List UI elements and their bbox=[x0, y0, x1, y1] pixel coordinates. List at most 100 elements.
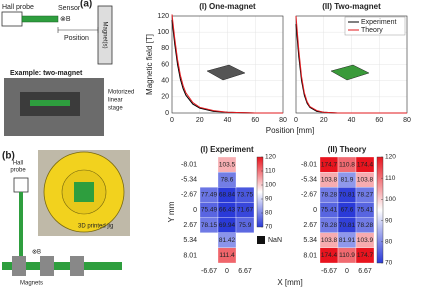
cell-label: 78.15 bbox=[201, 222, 218, 229]
cell-label: 66.43 bbox=[219, 207, 236, 214]
cell-label: 110.8 bbox=[339, 161, 355, 168]
x-tick-label: 80 bbox=[403, 117, 411, 124]
cell-label: 75.49 bbox=[201, 207, 218, 214]
x-axis-label: Position [mm] bbox=[266, 126, 314, 135]
label: ⊗B bbox=[60, 16, 71, 23]
y-axis-label: Y mm bbox=[167, 201, 176, 222]
cell-label: 103.8 bbox=[321, 237, 338, 244]
x-tick-label: -6.67 bbox=[201, 268, 217, 275]
colorbar-tick-label: 100 bbox=[385, 196, 396, 203]
cell-label: 70.81 bbox=[339, 222, 356, 229]
y-tick-label: 5.34 bbox=[303, 237, 317, 244]
x-axis-label: X [mm] bbox=[277, 278, 302, 287]
colorbar-tick-label: 70 bbox=[385, 260, 393, 267]
x-tick-label: 80 bbox=[279, 117, 287, 124]
x-tick-label: 6.67 bbox=[238, 268, 252, 275]
colorbar-tick-label: 90 bbox=[265, 196, 273, 203]
colorbar-tick-label: 110 bbox=[385, 175, 396, 182]
cell-label: 174.7 bbox=[357, 252, 374, 259]
cell-label: 75.41 bbox=[357, 207, 374, 214]
colorbar-tick-label: 80 bbox=[385, 239, 393, 246]
x-tick-label: 0 bbox=[294, 117, 298, 124]
panel-label: (b) bbox=[2, 151, 15, 162]
y-tick-label: -5.34 bbox=[181, 177, 197, 184]
x-tick-label: 0 bbox=[170, 117, 174, 124]
line bbox=[295, 15, 407, 114]
nan-swatch bbox=[257, 236, 265, 244]
x-tick-label: 0 bbox=[225, 268, 229, 275]
y-tick-label: 0 bbox=[313, 207, 317, 214]
cell-label: 174.4 bbox=[321, 252, 338, 259]
cell-label: 69.94 bbox=[219, 222, 236, 229]
cell-label: 78.28 bbox=[321, 222, 338, 229]
x-tick-label: -6.67 bbox=[321, 268, 337, 275]
label: Motorized bbox=[108, 90, 134, 96]
label: Magnet(s) bbox=[101, 21, 107, 48]
chart-title: (I) One-magnet bbox=[199, 2, 256, 11]
y-tick-label: -8.01 bbox=[301, 161, 317, 168]
y-tick-label: 40 bbox=[161, 78, 169, 85]
cell-label: 81.91 bbox=[339, 237, 356, 244]
label: Position bbox=[64, 35, 89, 42]
y-tick-label: 5.34 bbox=[183, 237, 197, 244]
cell-label: 67.6 bbox=[341, 207, 354, 214]
cell-label: 70.81 bbox=[339, 192, 356, 199]
label: probe bbox=[10, 168, 26, 174]
label: ⊗B bbox=[32, 250, 41, 256]
inset-icon bbox=[330, 64, 370, 81]
cell-label: 103.8 bbox=[321, 176, 338, 183]
label: Hall bbox=[13, 161, 23, 167]
label: Sensor bbox=[58, 5, 81, 12]
x-tick-label: 60 bbox=[251, 117, 259, 124]
plot-frame bbox=[171, 15, 284, 114]
legend-box bbox=[344, 16, 406, 36]
y-tick-label: -2.67 bbox=[301, 192, 317, 199]
cell-label: 75.9 bbox=[239, 222, 252, 229]
y-tick-label: 8.01 bbox=[303, 252, 317, 259]
inset-icon bbox=[206, 64, 246, 81]
y-tick-label: 120 bbox=[157, 13, 169, 20]
cell-label: 73.75 bbox=[237, 192, 254, 199]
x-tick-label: 40 bbox=[224, 117, 232, 124]
colorbar-tick-label: 90 bbox=[385, 217, 393, 224]
line bbox=[171, 14, 283, 114]
colorbar-tick-label: 110 bbox=[265, 168, 276, 175]
label: 3D printed jig bbox=[78, 224, 113, 230]
colorbar-tick-label: 70 bbox=[265, 224, 273, 231]
colorbar-tick-label: 80 bbox=[265, 210, 273, 217]
y-tick-label: 8.01 bbox=[183, 252, 197, 259]
label: stage bbox=[108, 106, 123, 112]
x-tick-label: 20 bbox=[196, 117, 204, 124]
heatmap-cell bbox=[217, 247, 237, 264]
colorbar-tick-label: 100 bbox=[265, 182, 276, 189]
cell-label: 103.9 bbox=[357, 237, 374, 244]
nan-label: NaN bbox=[268, 237, 282, 244]
y-tick-label: 0 bbox=[193, 207, 197, 214]
panel-label: (a) bbox=[80, 0, 92, 10]
cell-label: 110.9 bbox=[339, 252, 355, 259]
x-tick-label: 60 bbox=[375, 117, 383, 124]
y-tick-label: -5.34 bbox=[301, 177, 317, 184]
y-tick-label: 100 bbox=[157, 29, 169, 36]
cell-label: 81.42 bbox=[219, 237, 236, 244]
chart-title: (II) Theory bbox=[328, 145, 367, 154]
colorbar bbox=[256, 156, 264, 228]
chart-title: (II) Two-magnet bbox=[322, 2, 381, 11]
cell-label: 78.27 bbox=[357, 192, 374, 199]
x-tick-label: 0 bbox=[345, 268, 349, 275]
y-tick-label: -2.67 bbox=[181, 192, 197, 199]
y-tick-label: -8.01 bbox=[181, 161, 197, 168]
cell-label: 111.4 bbox=[219, 252, 235, 259]
cell-label: 78.6 bbox=[221, 176, 234, 183]
cell-label: 81.9 bbox=[341, 176, 354, 183]
label: Example: two-magnet bbox=[10, 70, 83, 77]
panel-b-diagram bbox=[2, 150, 130, 276]
cell-label: 71.67 bbox=[237, 207, 254, 214]
cell-label: 77.49 bbox=[201, 192, 218, 199]
heatmap-cell bbox=[355, 247, 375, 264]
colorbar-tick-label: 120 bbox=[265, 154, 276, 161]
cell-label: 103.8 bbox=[357, 176, 374, 183]
x-tick-label: 20 bbox=[320, 117, 328, 124]
colorbar-tick-label: 120 bbox=[385, 154, 396, 161]
